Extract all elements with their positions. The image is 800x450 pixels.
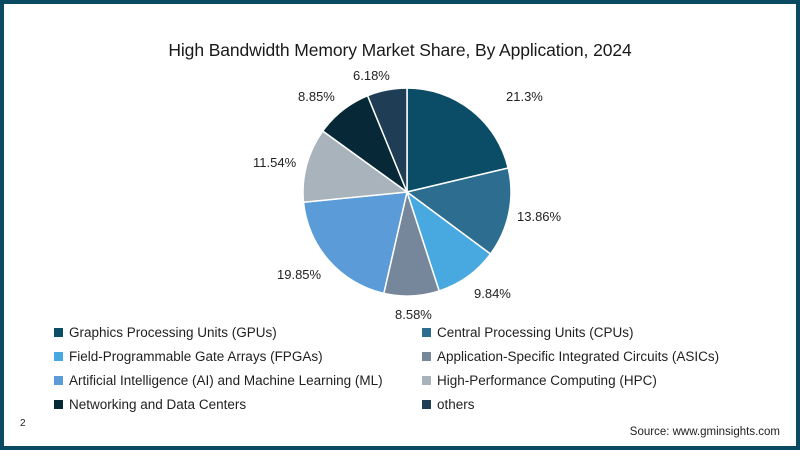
- legend-swatch: [422, 400, 431, 409]
- legend-label: High-Performance Computing (HPC): [437, 373, 657, 388]
- legend-item-cpus: Central Processing Units (CPUs): [422, 325, 634, 340]
- pie-slice: [406, 87, 510, 193]
- legend-item-others: others: [422, 397, 475, 412]
- slice-label-networking: 8.85%: [298, 89, 335, 104]
- slice-label-cpus: 13.86%: [517, 209, 562, 224]
- legend-label: Graphics Processing Units (GPUs): [69, 325, 277, 340]
- chart-title: High Bandwidth Memory Market Share, By A…: [168, 40, 632, 60]
- legend-item-hpc: High-Performance Computing (HPC): [422, 373, 657, 388]
- source-credit: Source: www.gminsights.com: [629, 426, 780, 438]
- legend-label: Application-Specific Integrated Circuits…: [437, 349, 720, 364]
- legend-item-networking: Networking and Data Centers: [54, 397, 246, 412]
- legend-label: Field-Programmable Gate Arrays (FPGAs): [69, 349, 323, 364]
- legend-swatch: [422, 376, 431, 385]
- legend-item-fpgas: Field-Programmable Gate Arrays (FPGAs): [54, 349, 323, 364]
- legend-swatch: [422, 328, 431, 337]
- legend-label: Networking and Data Centers: [69, 397, 247, 412]
- legend-label: others: [437, 397, 475, 412]
- legend-item-asics: Application-Specific Integrated Circuits…: [422, 349, 719, 364]
- pie-slice: [366, 87, 408, 193]
- slice-label-hpc: 11.54%: [253, 155, 297, 170]
- legend-swatch: [54, 352, 63, 361]
- slice-label-others: 6.18%: [353, 68, 390, 83]
- legend-label: Artificial Intelligence (AI) and Machine…: [69, 373, 383, 388]
- legend-swatch: [54, 376, 63, 385]
- pie-slice: [302, 191, 408, 295]
- legend-item-ai-ml: Artificial Intelligence (AI) and Machine…: [54, 373, 383, 388]
- legend-item-gpus: Graphics Processing Units (GPUs): [54, 325, 277, 340]
- page-number: 2: [20, 418, 26, 429]
- pie-slice: [405, 167, 512, 256]
- pie-slice: [302, 129, 410, 204]
- slice-label-fpgas: 9.84%: [474, 286, 511, 301]
- legend-swatch: [54, 400, 63, 409]
- slice-label-gpus: 21.3%: [506, 89, 543, 104]
- slice-label-ai-ml: 19.85%: [277, 267, 322, 282]
- slice-label-asics: 8.58%: [395, 307, 432, 322]
- legend-swatch: [422, 352, 431, 361]
- legend-label: Central Processing Units (CPUs): [437, 325, 634, 340]
- legend-swatch: [54, 328, 63, 337]
